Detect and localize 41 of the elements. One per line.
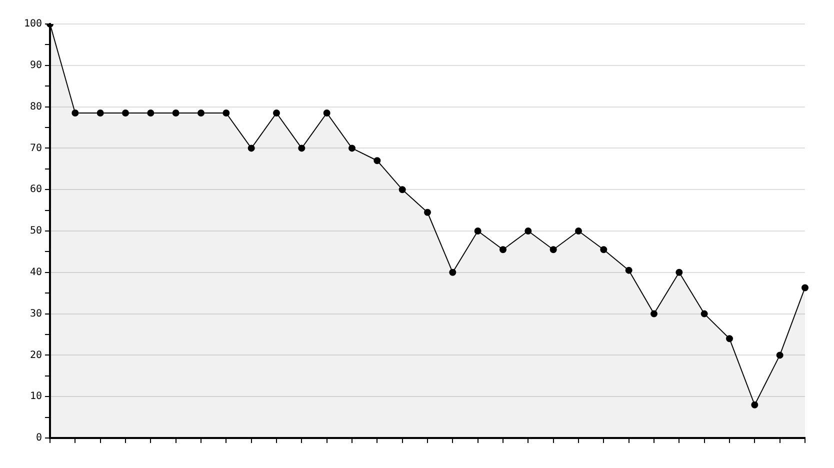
point: [776, 352, 784, 359]
point: [323, 110, 330, 117]
point: [650, 310, 658, 318]
point: [72, 110, 79, 117]
y-tick-label: 70: [30, 142, 42, 154]
point: [147, 110, 154, 117]
point: [524, 228, 532, 234]
y-tick-label: 0: [36, 432, 42, 444]
point: [122, 110, 129, 117]
point: [449, 268, 456, 276]
point: [600, 246, 608, 254]
point: [474, 228, 482, 234]
point: [198, 110, 204, 117]
point: [802, 284, 808, 292]
y-tick-label: 10: [30, 391, 42, 402]
point: [550, 246, 557, 254]
point: [726, 335, 733, 342]
point: [273, 110, 280, 117]
y-tick-label: 50: [30, 226, 42, 237]
point: [676, 268, 683, 276]
y-tick-label: 20: [30, 350, 42, 361]
y-tick-label: 100: [24, 18, 42, 30]
point: [625, 266, 632, 274]
point: [348, 144, 356, 152]
point: [575, 228, 582, 234]
y-tick-label: 30: [30, 308, 42, 320]
point: [172, 110, 180, 117]
y-tick-label: 60: [30, 184, 42, 196]
point: [222, 110, 230, 117]
y-tick-label: 40: [30, 266, 42, 278]
point: [96, 110, 104, 117]
y-tick-label: 90: [30, 60, 42, 71]
point: [374, 157, 381, 164]
point: [751, 401, 758, 408]
point: [298, 144, 306, 152]
point: [500, 246, 506, 254]
point: [398, 186, 406, 194]
y-tick-label: 80: [30, 101, 42, 112]
point: [700, 310, 708, 318]
point: [424, 208, 431, 216]
point: [248, 144, 255, 152]
